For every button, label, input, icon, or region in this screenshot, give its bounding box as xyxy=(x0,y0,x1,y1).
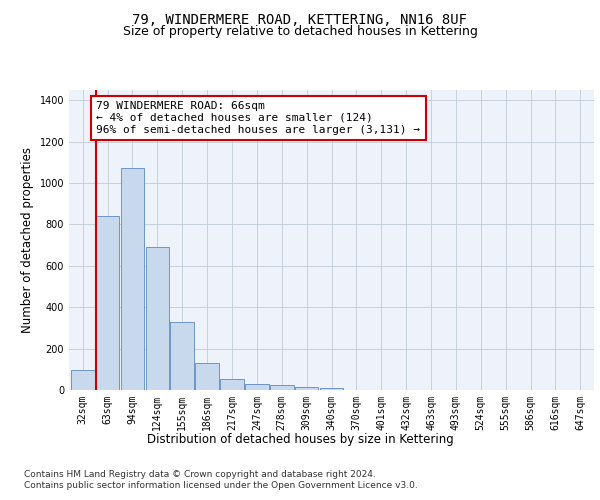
Bar xyxy=(195,363,219,390)
Bar xyxy=(71,370,95,390)
Bar xyxy=(96,216,119,390)
Y-axis label: Number of detached properties: Number of detached properties xyxy=(21,147,34,333)
Bar xyxy=(270,386,293,390)
Bar xyxy=(170,322,194,390)
Text: 79 WINDERMERE ROAD: 66sqm
← 4% of detached houses are smaller (124)
96% of semi-: 79 WINDERMERE ROAD: 66sqm ← 4% of detach… xyxy=(97,102,421,134)
Bar xyxy=(245,384,269,390)
Bar xyxy=(295,387,319,390)
Text: Size of property relative to detached houses in Kettering: Size of property relative to detached ho… xyxy=(122,25,478,38)
Bar xyxy=(320,388,343,390)
Bar xyxy=(121,168,144,390)
Bar xyxy=(220,378,244,390)
Text: Contains HM Land Registry data © Crown copyright and database right 2024.: Contains HM Land Registry data © Crown c… xyxy=(24,470,376,479)
Text: Distribution of detached houses by size in Kettering: Distribution of detached houses by size … xyxy=(146,432,454,446)
Bar xyxy=(146,247,169,390)
Text: 79, WINDERMERE ROAD, KETTERING, NN16 8UF: 79, WINDERMERE ROAD, KETTERING, NN16 8UF xyxy=(133,12,467,26)
Text: Contains public sector information licensed under the Open Government Licence v3: Contains public sector information licen… xyxy=(24,481,418,490)
